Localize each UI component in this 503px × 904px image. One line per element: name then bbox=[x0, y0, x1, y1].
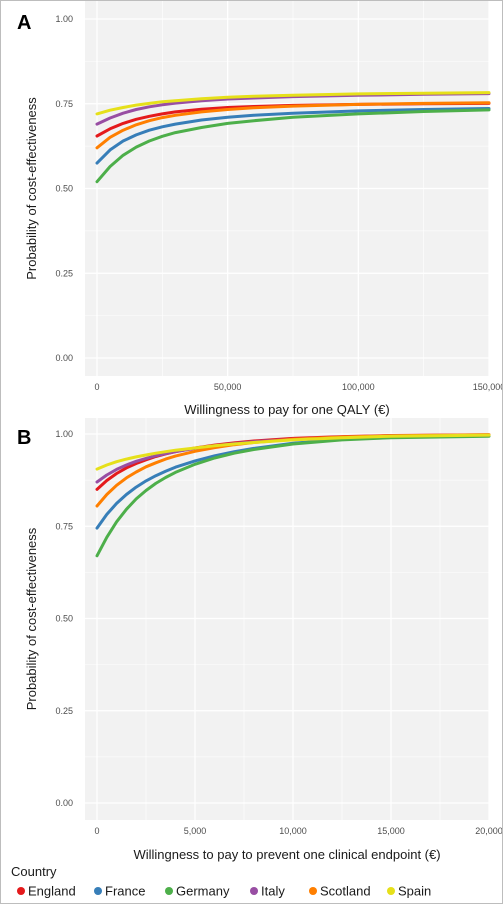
legend-item-italy: Italy bbox=[250, 884, 285, 899]
series-line-germany bbox=[95, 108, 491, 184]
y-tick-label: 0.75 bbox=[55, 521, 73, 531]
legend-swatch-spain bbox=[387, 887, 395, 895]
y-tick-label: 1.00 bbox=[55, 429, 73, 439]
x-tick-label: 5,000 bbox=[184, 826, 207, 836]
x-tick-label: 100,000 bbox=[342, 382, 375, 392]
legend-item-germany: Germany bbox=[165, 884, 230, 899]
legend-label-scotland: Scotland bbox=[320, 884, 371, 899]
legend-swatch-germany bbox=[165, 887, 173, 895]
series-line-spain bbox=[95, 91, 491, 116]
series-line-france bbox=[95, 107, 491, 165]
y-axis-title: Probability of cost-effectiveness bbox=[24, 97, 39, 280]
y-tick-label: 0.50 bbox=[55, 184, 73, 194]
x-tick-label: 150,000 bbox=[473, 382, 502, 392]
legend-label-germany: Germany bbox=[176, 884, 230, 899]
y-tick-label: 0.00 bbox=[55, 353, 73, 363]
legend: Country England France Germany Italy Scotland… bbox=[11, 864, 431, 899]
y-tick-label: 1.00 bbox=[55, 14, 73, 24]
legend-label-italy: Italy bbox=[261, 884, 285, 899]
legend-label-france: France bbox=[105, 884, 145, 899]
series-line-spain bbox=[95, 433, 491, 471]
y-tick-label: 0.25 bbox=[55, 706, 73, 716]
x-tick-label: 0 bbox=[94, 382, 99, 392]
x-tick-label: 10,000 bbox=[279, 826, 307, 836]
panel-label: B bbox=[17, 427, 31, 449]
legend-swatch-scotland bbox=[309, 887, 317, 895]
x-tick-label: 50,000 bbox=[214, 382, 242, 392]
legend-swatch-france bbox=[94, 887, 102, 895]
y-tick-label: 0.75 bbox=[55, 99, 73, 109]
x-axis-title: Willingness to pay for one QALY (€) bbox=[184, 402, 389, 417]
legend-label-england: England bbox=[28, 884, 76, 899]
y-tick-label: 0.50 bbox=[55, 614, 73, 624]
panel-label: A bbox=[17, 12, 31, 34]
series-line-scotland bbox=[95, 101, 491, 150]
legend-item-scotland: Scotland bbox=[309, 884, 371, 899]
legend-label-spain: Spain bbox=[398, 884, 431, 899]
x-tick-label: 20,000 bbox=[475, 826, 502, 836]
legend-title: Country bbox=[11, 864, 57, 879]
legend-item-england: England bbox=[17, 884, 76, 899]
y-axis-title: Probability of cost-effectiveness bbox=[24, 527, 39, 710]
legend-swatch-england bbox=[17, 887, 25, 895]
x-axis-title: Willingness to pay to prevent one clinic… bbox=[133, 847, 440, 862]
chart-panel-b: 0.00 0.25 0.50 0.75 1.00 0 5,000 10,000 15,000 20… bbox=[17, 418, 502, 862]
legend-item-spain: Spain bbox=[387, 884, 431, 899]
x-tick-label: 15,000 bbox=[377, 826, 405, 836]
chart-panel-a: 0.00 0.25 0.50 0.75 1.00 0 50,000 100,000 150,00… bbox=[17, 1, 502, 417]
y-tick-label: 0.25 bbox=[55, 268, 73, 278]
y-tick-label: 0.00 bbox=[55, 798, 73, 808]
legend-item-france: France bbox=[94, 884, 145, 899]
legend-swatch-italy bbox=[250, 887, 258, 895]
x-tick-label: 0 bbox=[94, 826, 99, 836]
series-line-germany bbox=[95, 434, 491, 558]
